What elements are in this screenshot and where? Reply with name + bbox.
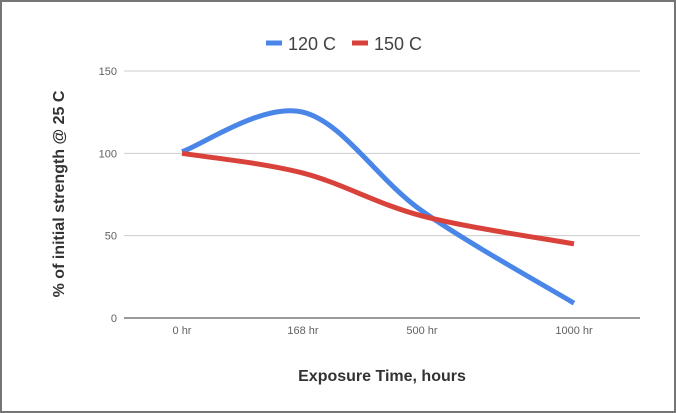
x-axis-title: Exposure Time, hours xyxy=(298,368,466,385)
x-tick-label: 1000 hr xyxy=(555,325,593,337)
legend: 120 C 150 C xyxy=(266,34,422,54)
series-line-120-c xyxy=(181,108,576,306)
x-tick-label: 168 hr xyxy=(287,325,319,337)
x-tick-label: 500 hr xyxy=(406,325,438,337)
y-tick-label: 150 xyxy=(99,66,117,78)
y-tick-label: 0 xyxy=(111,313,117,325)
y-axis-title: % of initial strength @ 25 C xyxy=(51,90,68,297)
gridlines xyxy=(124,70,640,319)
series-line-150-c xyxy=(181,150,575,247)
legend-label: 150 C xyxy=(374,34,422,54)
y-tick-label: 100 xyxy=(99,148,117,160)
y-tick-labels: 0 50 100 150 xyxy=(99,66,117,325)
x-tick-label: 0 hr xyxy=(173,325,192,337)
legend-label: 120 C xyxy=(288,34,336,54)
y-tick-label: 50 xyxy=(105,231,117,243)
x-tick-labels: 0 hr 168 hr 500 hr 1000 hr xyxy=(173,325,593,337)
series-lines xyxy=(181,108,576,306)
